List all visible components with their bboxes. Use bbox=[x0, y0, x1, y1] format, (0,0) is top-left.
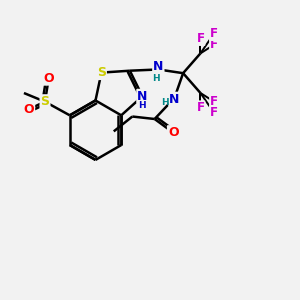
Text: F: F bbox=[210, 106, 218, 119]
Text: O: O bbox=[168, 126, 178, 139]
Text: F: F bbox=[196, 32, 204, 45]
Text: N: N bbox=[153, 61, 164, 74]
Text: F: F bbox=[196, 101, 204, 114]
Text: F: F bbox=[210, 95, 218, 108]
Text: S: S bbox=[97, 66, 106, 79]
Text: N: N bbox=[137, 90, 148, 103]
Text: F: F bbox=[210, 27, 218, 40]
Text: H: H bbox=[152, 74, 160, 82]
Text: S: S bbox=[40, 95, 50, 108]
Text: F: F bbox=[210, 38, 218, 51]
Text: N: N bbox=[169, 93, 180, 106]
Text: H: H bbox=[161, 98, 169, 107]
Text: O: O bbox=[24, 103, 34, 116]
Text: H: H bbox=[139, 101, 146, 110]
Text: O: O bbox=[44, 72, 54, 85]
